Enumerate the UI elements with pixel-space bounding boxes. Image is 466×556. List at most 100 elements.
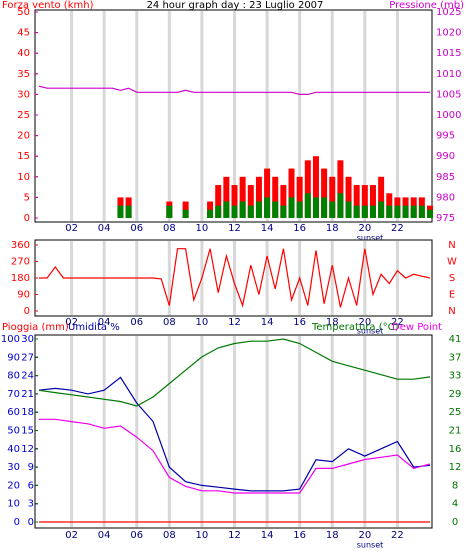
series-label: Forza vento (kmh) bbox=[2, 0, 94, 11]
y2-tick-label: 1010 bbox=[436, 69, 461, 80]
x-tick-label: 02 bbox=[65, 223, 78, 234]
wind-bar bbox=[386, 205, 393, 218]
x-tick-label: 22 bbox=[391, 530, 404, 541]
y-tick-label: 20 bbox=[7, 480, 20, 491]
wind-bar bbox=[329, 201, 336, 218]
y2-tick-label: W bbox=[447, 257, 457, 268]
y2-tick-label: 25 bbox=[449, 407, 462, 418]
x-tick-label: 04 bbox=[98, 317, 111, 328]
wind-bar bbox=[361, 185, 368, 218]
wind-bar bbox=[394, 205, 401, 218]
wind-bar bbox=[117, 205, 124, 218]
y-tick-label: 5 bbox=[24, 192, 30, 203]
wind-bar bbox=[329, 176, 336, 218]
series-line bbox=[39, 248, 431, 308]
y-tick-label: 90 bbox=[7, 352, 20, 363]
y3-tick-label: 12 bbox=[21, 444, 34, 455]
y-tick-label: 70 bbox=[7, 389, 20, 400]
wind-bar bbox=[264, 197, 271, 218]
y2-tick-label: 975 bbox=[436, 213, 455, 224]
wind-bar bbox=[418, 205, 425, 218]
y-tick-label: 0 bbox=[14, 517, 20, 528]
wind-bar bbox=[369, 205, 376, 218]
y2-tick-label: 16 bbox=[449, 444, 462, 455]
y3-tick-label: 27 bbox=[21, 352, 34, 363]
x-tick-label: 20 bbox=[358, 530, 371, 541]
chart-title: 24 hour graph day : 23 Luglio 2007 bbox=[147, 0, 324, 11]
x-tick-label: 18 bbox=[326, 223, 339, 234]
y3-tick-label: 6 bbox=[28, 480, 34, 491]
y2-tick-label: 995 bbox=[436, 131, 455, 142]
wind-bar bbox=[223, 201, 230, 218]
wind-bar bbox=[378, 201, 385, 218]
wind-bar bbox=[231, 185, 238, 218]
y3-tick-label: 30 bbox=[21, 334, 34, 345]
x-tick-label: 10 bbox=[196, 223, 209, 234]
x-tick-label: 16 bbox=[293, 223, 306, 234]
wind-bar bbox=[312, 156, 319, 218]
wind-bar bbox=[166, 205, 173, 218]
y2-tick-label: 1025 bbox=[436, 7, 461, 18]
x-tick-label: 14 bbox=[261, 530, 274, 541]
y-tick-label: 10 bbox=[17, 172, 30, 183]
y-tick-label: 30 bbox=[17, 89, 30, 100]
y-tick-label: 40 bbox=[17, 48, 30, 59]
wind-bar bbox=[427, 209, 433, 218]
y2-tick-label: N bbox=[448, 306, 455, 317]
x-tick-label: 08 bbox=[163, 223, 176, 234]
wind-bar bbox=[410, 205, 417, 218]
wind-bar bbox=[312, 197, 319, 218]
y-tick-label: 360 bbox=[11, 240, 30, 251]
x-tick-label: 02 bbox=[65, 530, 78, 541]
y-tick-label: 40 bbox=[7, 444, 20, 455]
series-label: Dew Point bbox=[392, 322, 442, 333]
wind-bar bbox=[264, 168, 271, 218]
wind-bar bbox=[207, 209, 214, 218]
series-line bbox=[38, 85, 430, 95]
y3-tick-label: 9 bbox=[28, 462, 34, 473]
y-tick-label: 20 bbox=[17, 131, 30, 142]
wind-bar bbox=[288, 168, 295, 218]
y-tick-label: 90 bbox=[17, 290, 30, 301]
wind-bar bbox=[296, 201, 303, 218]
y2-tick-label: 37 bbox=[449, 352, 462, 363]
y3-tick-label: 15 bbox=[21, 426, 34, 437]
plot-frame bbox=[34, 334, 433, 529]
y2-tick-label: S bbox=[449, 273, 455, 284]
annotation: sunset bbox=[357, 541, 384, 550]
wind-bar bbox=[125, 205, 132, 218]
y2-tick-label: 8 bbox=[452, 480, 458, 491]
wind-bar bbox=[304, 193, 311, 218]
y2-tick-label: 21 bbox=[449, 426, 462, 437]
y2-tick-label: 0 bbox=[452, 517, 458, 528]
series-label: Temperatura (°C) bbox=[311, 322, 399, 333]
x-tick-label: 10 bbox=[196, 317, 209, 328]
y3-tick-label: 21 bbox=[21, 389, 34, 400]
wind-bar bbox=[345, 201, 352, 218]
wind-bar bbox=[353, 205, 360, 218]
y2-tick-label: 41 bbox=[449, 334, 462, 345]
wind-bar bbox=[402, 205, 409, 218]
wind-bar bbox=[304, 160, 311, 218]
x-tick-label: 14 bbox=[261, 317, 274, 328]
annotation: sunset bbox=[357, 327, 384, 336]
wind-bar bbox=[239, 176, 246, 218]
x-tick-label: 06 bbox=[130, 223, 143, 234]
y-tick-label: 30 bbox=[7, 462, 20, 473]
series-line bbox=[38, 338, 431, 407]
wind-bar bbox=[223, 176, 230, 218]
series-line bbox=[38, 376, 431, 492]
y-tick-label: 100 bbox=[1, 334, 20, 345]
x-tick-label: 18 bbox=[326, 317, 339, 328]
y-tick-label: 80 bbox=[7, 371, 20, 382]
y3-tick-label: 0 bbox=[28, 517, 34, 528]
wind-bar bbox=[321, 168, 328, 218]
series-label: Umidita % bbox=[68, 322, 120, 333]
x-tick-label: 20 bbox=[358, 317, 371, 328]
x-tick-label: 10 bbox=[196, 530, 209, 541]
wind-bar bbox=[239, 201, 246, 218]
y2-tick-label: 4 bbox=[452, 499, 458, 510]
y2-tick-label: 980 bbox=[436, 192, 455, 203]
series-line bbox=[39, 418, 431, 494]
